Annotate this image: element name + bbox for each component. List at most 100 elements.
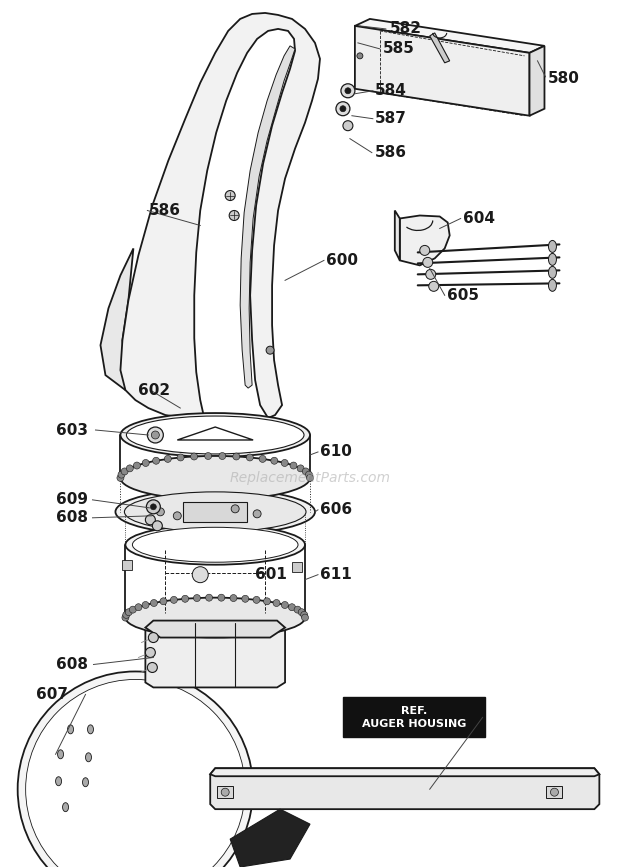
Circle shape — [253, 510, 261, 518]
Circle shape — [118, 471, 125, 478]
Circle shape — [345, 88, 351, 94]
Text: 585: 585 — [383, 42, 415, 56]
Circle shape — [190, 453, 198, 460]
Circle shape — [301, 614, 309, 621]
Ellipse shape — [120, 456, 310, 500]
Circle shape — [230, 595, 237, 602]
Circle shape — [145, 648, 156, 657]
Circle shape — [259, 456, 266, 463]
Circle shape — [133, 462, 140, 469]
Bar — [184, 502, 247, 522]
Ellipse shape — [68, 725, 74, 733]
Text: ReplacementParts.com: ReplacementParts.com — [229, 471, 391, 485]
Polygon shape — [395, 211, 400, 260]
Circle shape — [218, 595, 225, 602]
Ellipse shape — [125, 492, 306, 532]
Ellipse shape — [82, 778, 89, 786]
Circle shape — [298, 608, 305, 615]
Text: 605: 605 — [446, 288, 479, 303]
Polygon shape — [400, 215, 450, 266]
Circle shape — [170, 596, 177, 603]
Text: 609: 609 — [56, 492, 87, 508]
Circle shape — [429, 281, 439, 292]
Circle shape — [130, 606, 136, 613]
Text: 582: 582 — [390, 22, 422, 36]
Circle shape — [225, 191, 235, 201]
Circle shape — [281, 602, 288, 608]
Ellipse shape — [63, 803, 69, 812]
Ellipse shape — [56, 777, 61, 786]
Circle shape — [17, 672, 253, 868]
Circle shape — [551, 788, 559, 796]
Circle shape — [233, 453, 240, 460]
Ellipse shape — [115, 489, 315, 535]
Circle shape — [336, 102, 350, 115]
Circle shape — [123, 611, 130, 618]
Circle shape — [288, 604, 296, 611]
Circle shape — [122, 614, 129, 621]
Ellipse shape — [120, 413, 310, 457]
Circle shape — [340, 106, 346, 112]
Circle shape — [205, 452, 211, 459]
Text: 610: 610 — [320, 444, 352, 459]
Polygon shape — [210, 768, 600, 809]
Circle shape — [303, 468, 309, 475]
Text: 606: 606 — [320, 503, 352, 517]
Bar — [122, 560, 133, 569]
Circle shape — [153, 457, 159, 464]
Text: 611: 611 — [320, 567, 352, 582]
Circle shape — [242, 595, 249, 602]
Ellipse shape — [125, 525, 305, 565]
Circle shape — [297, 465, 304, 472]
Text: 603: 603 — [56, 423, 87, 437]
FancyBboxPatch shape — [343, 697, 485, 737]
Circle shape — [281, 459, 288, 466]
Ellipse shape — [87, 725, 94, 733]
Ellipse shape — [126, 416, 304, 454]
Circle shape — [145, 515, 156, 525]
Circle shape — [301, 611, 308, 618]
Circle shape — [357, 53, 363, 59]
Circle shape — [146, 500, 161, 514]
Circle shape — [151, 431, 159, 439]
Circle shape — [182, 595, 188, 602]
Circle shape — [151, 503, 156, 510]
Circle shape — [246, 454, 254, 461]
Text: 608: 608 — [56, 657, 87, 672]
Circle shape — [229, 211, 239, 220]
Polygon shape — [355, 26, 529, 115]
Polygon shape — [145, 621, 285, 687]
Text: 608: 608 — [56, 510, 87, 525]
Ellipse shape — [549, 266, 556, 279]
Circle shape — [231, 505, 239, 513]
Circle shape — [148, 633, 158, 642]
Circle shape — [117, 475, 124, 482]
Polygon shape — [430, 33, 450, 62]
Polygon shape — [529, 46, 544, 115]
Polygon shape — [210, 768, 600, 776]
Bar — [292, 562, 302, 572]
Circle shape — [273, 600, 280, 607]
Circle shape — [264, 598, 270, 605]
Circle shape — [142, 459, 149, 466]
Circle shape — [160, 598, 167, 605]
Ellipse shape — [58, 750, 64, 759]
Circle shape — [142, 602, 149, 608]
Circle shape — [253, 596, 260, 603]
Circle shape — [151, 600, 157, 607]
Ellipse shape — [133, 527, 298, 562]
Circle shape — [148, 662, 157, 673]
Bar — [217, 786, 233, 799]
Circle shape — [153, 521, 162, 531]
Circle shape — [25, 680, 245, 868]
Text: 602: 602 — [138, 383, 170, 398]
Circle shape — [219, 452, 226, 459]
Circle shape — [164, 456, 171, 463]
Circle shape — [174, 512, 181, 520]
Circle shape — [426, 269, 436, 279]
Circle shape — [193, 595, 200, 602]
Circle shape — [290, 462, 297, 469]
Circle shape — [121, 468, 128, 475]
Ellipse shape — [549, 279, 556, 292]
Circle shape — [306, 475, 314, 482]
